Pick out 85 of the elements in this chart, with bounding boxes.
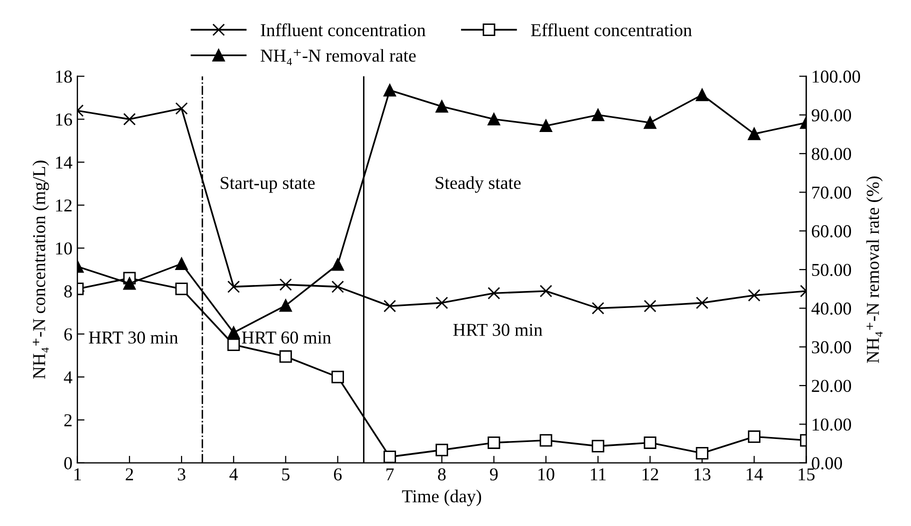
point	[644, 300, 656, 312]
y2-tick-label: 80.00	[812, 148, 852, 160]
point	[592, 108, 604, 122]
x-tick-label: 13	[694, 468, 710, 480]
point	[696, 296, 708, 310]
point	[227, 326, 240, 339]
annotation: HRT 30 min	[453, 324, 542, 336]
x-tick-label: 4	[229, 468, 238, 480]
point	[175, 282, 188, 296]
point	[540, 434, 552, 447]
legend-label: Inffluent concentration	[260, 23, 426, 36]
y-tick-label: 4	[64, 371, 72, 384]
y-tick-label: 14	[56, 156, 72, 168]
y2-tick-label: 10.00	[812, 418, 852, 431]
x-tick-label: 10	[538, 468, 554, 480]
point	[644, 436, 656, 449]
y2-tick-label: 70.00	[812, 186, 852, 199]
point	[175, 102, 188, 115]
y2-tick-label: 50.00	[812, 264, 852, 276]
x-tick-label: 6	[334, 468, 342, 480]
y2-tick-label: 90.00	[812, 109, 852, 122]
point	[696, 446, 708, 460]
y2-tick-label: 20.00	[812, 380, 852, 392]
point	[331, 370, 344, 384]
y-tick-label: 16	[56, 114, 72, 126]
point	[384, 450, 396, 463]
annotation: HRT 30 min	[88, 332, 178, 344]
legend-label: NH₄⁺-N removal rate	[260, 49, 416, 66]
point	[384, 84, 396, 96]
point	[279, 278, 292, 291]
point	[227, 338, 240, 351]
point	[123, 277, 136, 290]
y-axis-title: NH₄⁺-N concentration (mg/L)	[32, 160, 49, 379]
point	[384, 300, 396, 312]
point	[540, 284, 552, 298]
y2-axis-title: NH₄⁺-N removal rate (%)	[866, 176, 883, 363]
point	[748, 289, 760, 302]
point	[436, 100, 448, 113]
point	[279, 350, 292, 363]
x-tick-label: 3	[178, 468, 186, 480]
point	[540, 120, 552, 132]
x-tick-label: 8	[438, 468, 446, 480]
point	[748, 128, 760, 140]
x-tick-label: 14	[746, 468, 763, 480]
point	[123, 112, 136, 126]
point	[592, 440, 604, 452]
x-tick-label: 1	[74, 468, 81, 480]
point	[331, 280, 344, 294]
point	[488, 436, 500, 449]
point	[331, 258, 344, 271]
x-axis-title: Time (day)	[402, 490, 482, 506]
x-tick-label: 12	[642, 468, 658, 480]
point	[175, 258, 188, 270]
x-tick-label: 5	[282, 468, 290, 480]
point	[279, 299, 292, 312]
y2-tick-label: 60.00	[812, 225, 852, 238]
point	[488, 286, 500, 300]
y2-tick-label: 30.00	[812, 341, 852, 354]
x-tick-label: 2	[126, 468, 134, 480]
point	[592, 302, 604, 314]
y-tick-label: 0	[64, 457, 72, 470]
x-tick-label: 15	[798, 468, 815, 480]
y-tick-label: 2	[64, 414, 72, 426]
x-tick-label: 11	[590, 468, 606, 480]
y-tick-label: 12	[56, 199, 72, 212]
y-tick-label: 6	[64, 328, 72, 340]
point	[748, 430, 760, 443]
annotation: HRT 60 min	[242, 332, 332, 344]
point	[436, 296, 448, 310]
x-tick-label: 9	[490, 468, 498, 480]
y2-tick-label: 0.00	[812, 457, 842, 470]
point	[644, 116, 656, 129]
x-tick-label: 7	[386, 468, 394, 480]
point	[227, 280, 240, 294]
point	[488, 112, 500, 126]
point	[436, 444, 448, 456]
y2-tick-label: 100.00	[812, 70, 860, 83]
annotation: Steady state	[436, 176, 521, 193]
legend-label: Effluent concentration	[531, 23, 692, 36]
y-tick-label: 8	[64, 285, 72, 298]
annotation: Start-up state	[220, 176, 315, 193]
y-tick-label: 10	[56, 242, 72, 255]
y-tick-label: 18	[56, 70, 72, 83]
y2-tick-label: 40.00	[811, 302, 852, 315]
point	[696, 88, 708, 102]
